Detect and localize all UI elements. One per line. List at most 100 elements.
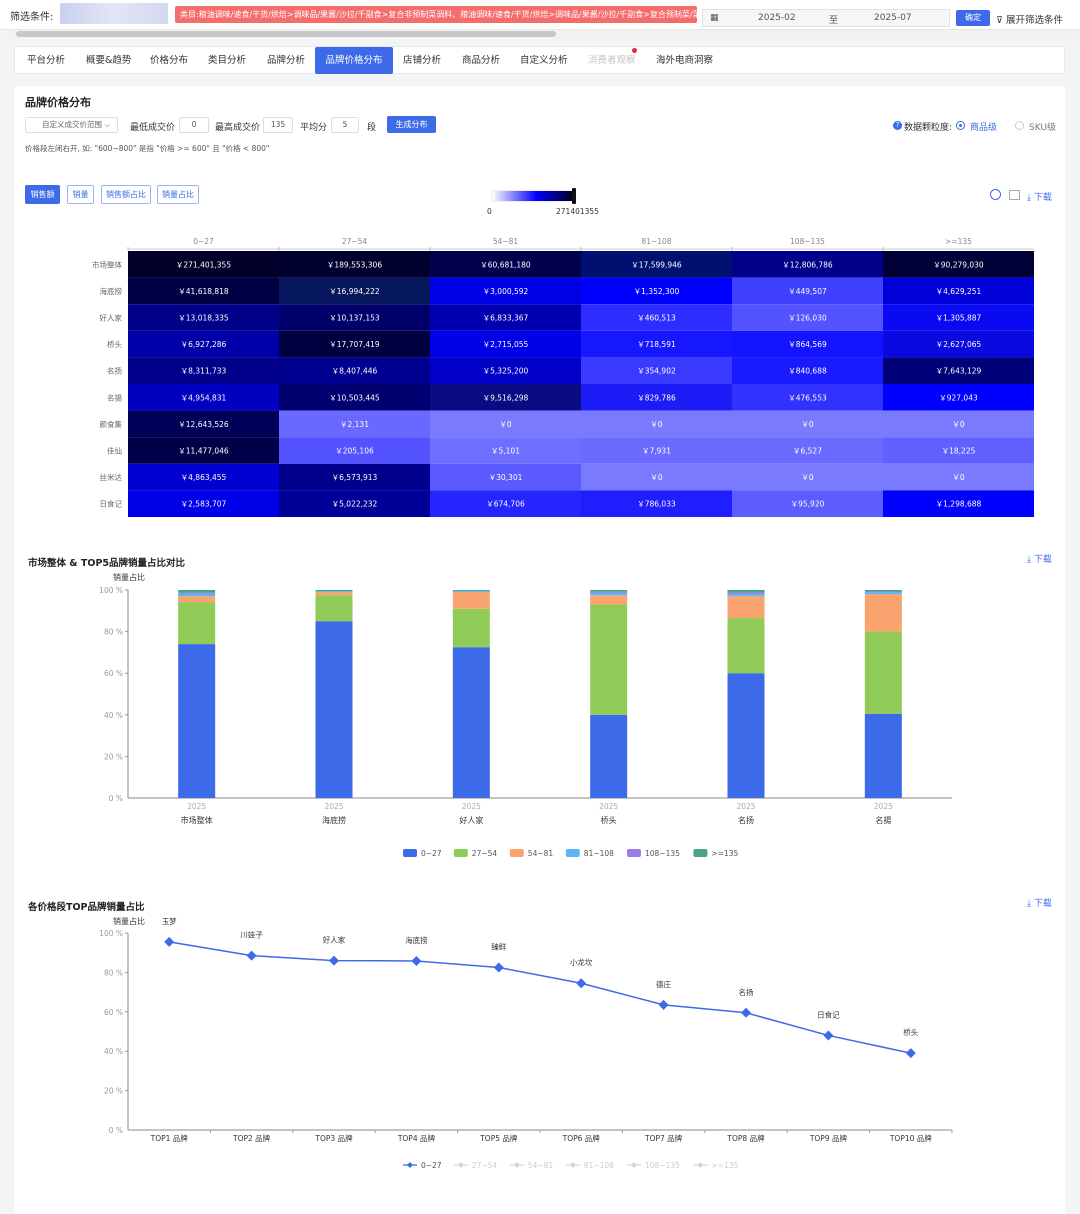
heatmap-cell[interactable] [128,463,279,491]
heatmap-color-legend[interactable] [491,190,574,202]
tab-shop[interactable]: 店铺分析 [403,55,442,66]
heatmap-cell[interactable] [732,437,883,464]
heatmap-cell[interactable] [279,410,430,438]
download-button-line[interactable]: ⤓ 下载 [1027,896,1052,909]
heatmap-cell[interactable] [128,304,279,331]
heatmap-cell[interactable] [581,490,732,517]
bar-segment[interactable] [727,673,765,798]
heatmap-cell[interactable] [279,304,430,331]
heatmap-cell[interactable] [732,490,883,517]
bar-segment[interactable] [178,596,216,603]
heatmap-cell[interactable] [883,463,1034,491]
heatmap-cell[interactable] [128,384,279,411]
heatmap-cell[interactable] [581,384,732,411]
data-point[interactable] [905,1048,916,1059]
heatmap-cell[interactable] [279,251,430,278]
bar-segment[interactable] [452,592,490,609]
legend-swatch[interactable] [509,849,524,857]
data-point[interactable] [411,955,422,966]
radio-sku[interactable] [1015,121,1024,130]
bar-segment[interactable] [864,592,902,595]
legend-swatch[interactable] [693,849,708,857]
tab-platform[interactable]: 平台分析 [27,55,66,66]
heatmap-cell[interactable] [279,437,430,464]
range-select[interactable]: 自定义成交价范围 ⌵ [25,117,118,133]
heatmap-cell[interactable] [279,384,430,411]
bar-segment[interactable] [727,590,765,593]
heatmap-cell[interactable] [581,304,732,331]
heatmap-cell[interactable] [430,463,581,491]
confirm-button[interactable]: 确定 [956,10,990,26]
data-point[interactable] [493,962,504,973]
heatmap-cell[interactable] [732,410,883,438]
metric-volume-share[interactable]: 销量占比 [157,185,199,204]
heatmap-cell[interactable] [732,463,883,491]
max-price-input[interactable]: 135 [263,117,293,133]
bar-segment[interactable] [315,591,353,593]
legend-label[interactable]: 0~27 [421,849,442,858]
bar-segment[interactable] [590,714,628,798]
heatmap-cell[interactable] [883,277,1034,305]
tab-overview[interactable]: 概要&趋势 [86,55,132,66]
heatmap-cell[interactable] [279,490,430,517]
heatmap-cell[interactable] [279,277,430,305]
bar-segment[interactable] [315,592,353,596]
date-to[interactable]: 2025-07 [874,13,912,23]
tab-brand[interactable]: 品牌分析 [267,55,306,66]
bar-segment[interactable] [727,618,765,674]
tab-product[interactable]: 商品分析 [462,55,501,66]
heatmap-cell[interactable] [279,463,430,491]
heatmap-cell[interactable] [732,357,883,384]
radio-product[interactable] [956,121,965,130]
legend-swatch[interactable] [403,849,417,857]
bar-segment[interactable] [452,608,490,648]
category-tag[interactable]: 类目:粮油调味/速食/干货/烘焙>调味品/果酱/沙拉/千副食>复合非预制菜调料、… [175,6,697,23]
bar-segment[interactable] [590,592,628,596]
bar-segment[interactable] [178,592,216,594]
bar-segment[interactable] [727,594,765,597]
heatmap-cell[interactable] [883,384,1034,411]
table-view-icon[interactable] [1009,190,1020,200]
tab-brand-price[interactable]: 品牌价格分布 [315,47,393,74]
filter-blurred-box[interactable] [60,3,168,24]
min-price-input[interactable]: 0 [179,117,209,133]
heatmap-cell[interactable] [430,490,581,517]
heatmap-cell[interactable] [128,490,279,517]
bar-segment[interactable] [178,602,216,645]
horizontal-scrollbar[interactable] [8,30,1080,38]
legend-label[interactable]: >=135 [711,1161,738,1170]
radio-sku-label[interactable]: SKU级 [1029,123,1056,133]
metric-amount-share[interactable]: 销售额占比 [101,185,151,204]
bar-segment[interactable] [452,590,490,591]
download-button-bar[interactable]: ⤓ 下载 [1027,552,1052,565]
date-range-picker[interactable]: ▦ 2025-02 至 2025-07 [702,9,950,27]
scrollbar-thumb[interactable] [16,31,556,37]
bar-segment[interactable] [864,713,902,798]
heatmap-cell[interactable] [430,251,581,278]
legend-label[interactable]: 81~108 [584,1161,614,1170]
heatmap-cell[interactable] [883,251,1034,278]
heatmap-cell[interactable] [128,357,279,384]
bar-segment[interactable] [727,592,765,595]
tab-overseas[interactable]: 海外电商洞察 [656,55,714,66]
heatmap-cell[interactable] [883,437,1034,464]
bar-segment[interactable] [727,596,765,619]
heatmap-cell[interactable] [581,463,732,491]
heatmap-cell[interactable] [581,277,732,305]
data-point[interactable] [823,1030,834,1041]
heatmap-cell[interactable] [883,304,1034,331]
data-point[interactable] [741,1007,751,1018]
data-point[interactable] [329,955,339,966]
bar-segment[interactable] [590,595,628,605]
heatmap-cell[interactable] [732,384,883,411]
heatmap-cell[interactable] [581,437,732,464]
heatmap-cell[interactable] [883,357,1034,384]
radio-product-label[interactable]: 商品级 [970,123,998,133]
tab-custom[interactable]: 自定义分析 [520,55,568,66]
heatmap-cell[interactable] [430,330,581,358]
legend-label[interactable]: 54~81 [528,1161,554,1170]
legend-label[interactable]: 27~54 [472,849,498,858]
data-point[interactable] [576,978,587,989]
bar-segment[interactable] [864,631,902,714]
heatmap-cell[interactable] [279,330,430,358]
